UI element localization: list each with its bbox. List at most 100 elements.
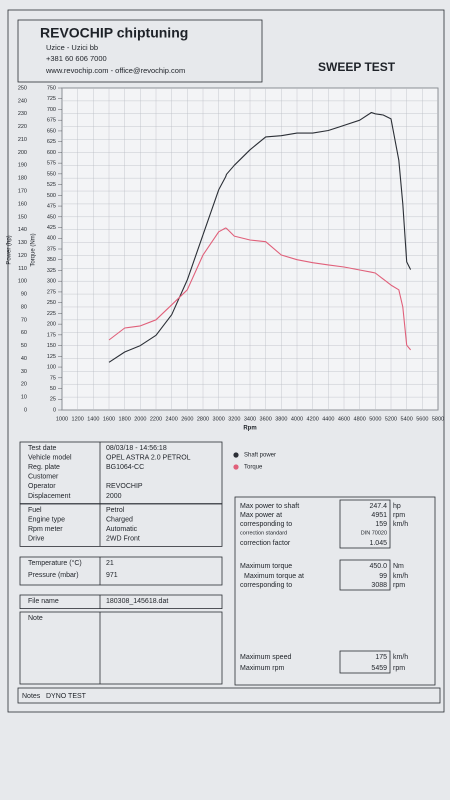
result-value: 4951 bbox=[371, 512, 387, 519]
y2-tick-label: 50 bbox=[50, 386, 56, 392]
info-label: File name bbox=[28, 598, 59, 605]
info-group-box bbox=[19, 594, 223, 610]
info-label: Engine type bbox=[28, 516, 65, 523]
info-value: Charged bbox=[106, 516, 133, 523]
y-tick-label: 250 bbox=[18, 85, 27, 91]
x-tick-label: 1600 bbox=[103, 416, 115, 422]
result-value: 450.0 bbox=[369, 563, 387, 570]
x-tick-label: 4800 bbox=[354, 416, 366, 422]
y-tick-label: 40 bbox=[21, 356, 27, 362]
legend-label: Torque bbox=[244, 465, 263, 471]
result-label: Maximum rpm bbox=[240, 665, 285, 672]
notes-text: DYNO TEST bbox=[46, 693, 87, 700]
result-label: corresponding to bbox=[240, 521, 292, 528]
y2-tick-label: 400 bbox=[47, 236, 56, 242]
y2-axis-label: Torque (Nm) bbox=[31, 233, 37, 266]
x-tick-label: 2600 bbox=[181, 416, 193, 422]
info-value: 21 bbox=[106, 560, 114, 567]
x-tick-label: 4200 bbox=[307, 416, 319, 422]
legend-marker bbox=[233, 452, 239, 458]
y-tick-label: 160 bbox=[18, 201, 27, 207]
y2-tick-label: 675 bbox=[47, 118, 56, 124]
info-value: REVOCHIP bbox=[106, 483, 143, 490]
info-value: OPEL ASTRA 2.0 PETROL bbox=[106, 454, 191, 461]
results-value-box bbox=[339, 559, 391, 591]
y2-tick-label: 125 bbox=[47, 354, 56, 360]
y-tick-label: 190 bbox=[18, 163, 27, 169]
y2-tick-label: 0 bbox=[53, 407, 56, 413]
y-tick-label: 240 bbox=[18, 98, 27, 104]
y2-tick-label: 525 bbox=[47, 182, 56, 188]
x-tick-label: 1000 bbox=[56, 416, 68, 422]
x-tick-label: 2400 bbox=[166, 416, 178, 422]
info-label: Customer bbox=[28, 474, 59, 481]
y-tick-label: 170 bbox=[18, 188, 27, 194]
y2-tick-label: 75 bbox=[50, 375, 56, 381]
info-label: Temperature (°C) bbox=[28, 559, 82, 567]
y2-tick-label: 725 bbox=[47, 96, 56, 102]
y2-tick-label: 275 bbox=[47, 289, 56, 295]
result-unit: rpm bbox=[393, 512, 405, 519]
x-tick-label: 1800 bbox=[119, 416, 131, 422]
info-label: Fuel bbox=[28, 507, 42, 514]
y2-tick-label: 500 bbox=[47, 193, 56, 199]
info-label: Operator bbox=[28, 483, 56, 490]
result-value: 1.045 bbox=[369, 540, 387, 547]
y2-tick-label: 650 bbox=[47, 128, 56, 134]
x-tick-label: 3200 bbox=[228, 416, 240, 422]
notes-label: Notes bbox=[22, 693, 41, 700]
info-value: 2WD Front bbox=[106, 536, 140, 543]
info-group-box bbox=[19, 556, 223, 586]
x-tick-label: 1400 bbox=[87, 416, 99, 422]
info-value: Automatic bbox=[106, 526, 138, 533]
result-value: 247.4 bbox=[369, 503, 387, 510]
y2-tick-label: 550 bbox=[47, 171, 56, 177]
info-value: 180308_145618.dat bbox=[106, 598, 168, 605]
info-value: BG1064-CC bbox=[106, 464, 144, 471]
report-title: SWEEP TEST bbox=[318, 60, 396, 74]
series-line bbox=[108, 227, 412, 351]
x-tick-label: 5600 bbox=[416, 416, 428, 422]
y-tick-label: 80 bbox=[21, 304, 27, 310]
x-tick-label: 2200 bbox=[150, 416, 162, 422]
y-tick-label: 110 bbox=[18, 266, 27, 272]
y-tick-label: 70 bbox=[21, 317, 27, 323]
result-value: 3088 bbox=[371, 582, 387, 589]
x-tick-label: 4000 bbox=[291, 416, 303, 422]
info-label: Reg. plate bbox=[28, 464, 60, 471]
y2-tick-label: 150 bbox=[47, 343, 56, 349]
info-value: 971 bbox=[106, 572, 118, 579]
info-label: Vehicle model bbox=[28, 454, 72, 461]
result-unit: Nm bbox=[393, 563, 404, 570]
y-tick-label: 120 bbox=[18, 253, 27, 259]
x-tick-label: 3400 bbox=[244, 416, 256, 422]
results-box bbox=[234, 496, 436, 686]
result-value: 175 bbox=[375, 654, 387, 661]
info-value: 2000 bbox=[106, 493, 122, 500]
y-tick-label: 220 bbox=[18, 124, 27, 130]
x-tick-label: 2000 bbox=[134, 416, 146, 422]
y2-tick-label: 175 bbox=[47, 332, 56, 338]
result-label: Maximum speed bbox=[240, 654, 291, 661]
sheet-frame bbox=[7, 9, 445, 713]
info-label: Rpm meter bbox=[28, 526, 63, 533]
y-axis-label: Power (hp) bbox=[7, 235, 13, 264]
phone: +381 60 606 7000 bbox=[46, 54, 107, 63]
result-value: 5459 bbox=[371, 665, 387, 672]
y2-tick-label: 325 bbox=[47, 268, 56, 274]
results-value-box bbox=[339, 650, 391, 674]
y-tick-label: 100 bbox=[18, 279, 27, 285]
x-tick-label: 1200 bbox=[72, 416, 84, 422]
result-label: Max power at bbox=[240, 512, 282, 519]
y-tick-label: 60 bbox=[21, 330, 27, 336]
info-label: Displacement bbox=[28, 493, 70, 500]
result-label: correction factor bbox=[240, 540, 291, 547]
result-unit: km/h bbox=[393, 521, 408, 528]
info-value: Petrol bbox=[106, 507, 125, 514]
address: Uzice - Uzici bb bbox=[46, 43, 98, 52]
y2-tick-label: 25 bbox=[50, 397, 56, 403]
result-unit: rpm bbox=[393, 665, 405, 672]
x-tick-label: 5200 bbox=[385, 416, 397, 422]
result-label: Max power to shaft bbox=[240, 503, 299, 510]
y2-tick-label: 375 bbox=[47, 246, 56, 252]
